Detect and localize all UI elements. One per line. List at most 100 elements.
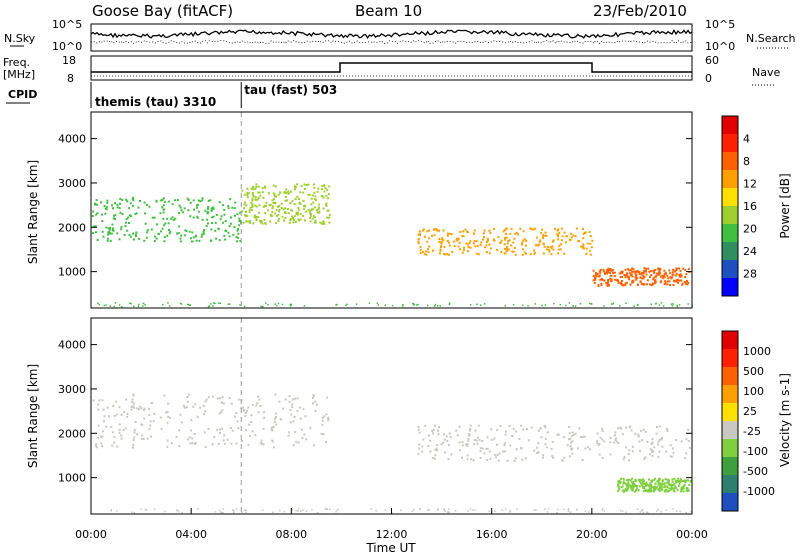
scatter-point <box>646 441 649 443</box>
scatter-point <box>473 438 476 441</box>
scatter-point <box>560 243 563 246</box>
scatter-point <box>643 457 646 460</box>
scatter-point <box>543 424 546 427</box>
scatter-point <box>160 427 163 430</box>
scatter-point <box>144 222 147 225</box>
scatter-point <box>624 282 627 285</box>
scatter-point <box>112 207 114 210</box>
power-y-axis-label: Slant Range [km] <box>26 160 40 264</box>
scatter-point <box>298 197 301 200</box>
scatter-point <box>670 455 673 458</box>
scatter-point <box>270 213 272 216</box>
scatter-point <box>599 278 602 281</box>
scatter-point <box>550 447 553 450</box>
scatter-point <box>665 450 668 453</box>
scatter-point <box>166 445 169 448</box>
scatter-point <box>504 248 506 250</box>
scatter-point <box>255 404 258 407</box>
scatter-point <box>143 239 146 242</box>
scatter-point <box>568 432 571 435</box>
scatter-point <box>584 447 587 450</box>
scatter-point <box>426 230 429 233</box>
scatter-point <box>272 446 275 449</box>
scatter-point <box>135 231 138 234</box>
colorbar-segment <box>722 278 738 296</box>
scatter-point <box>118 207 121 210</box>
scatter-point <box>252 222 255 225</box>
scatter-point <box>446 253 449 256</box>
scatter-point <box>130 215 132 218</box>
scatter-point <box>312 215 315 218</box>
scatter-point <box>259 194 262 197</box>
scatter-point <box>676 480 679 483</box>
scatter-point <box>291 200 294 203</box>
scatter-point <box>429 450 432 453</box>
scatter-point <box>676 305 678 308</box>
scatter-point <box>180 209 183 212</box>
scatter-point <box>222 508 225 510</box>
scatter-point <box>607 271 609 274</box>
scatter-point <box>190 240 193 243</box>
scatter-point <box>561 227 564 230</box>
velocity-scatter <box>92 393 692 514</box>
scatter-point <box>299 213 302 215</box>
scatter-point <box>129 202 132 205</box>
colorbar-segment <box>722 242 738 260</box>
scatter-point <box>477 424 480 427</box>
scatter-point <box>116 232 119 235</box>
scatter-point <box>684 276 687 278</box>
scatter-point <box>529 227 532 230</box>
scatter-point <box>675 487 678 489</box>
scatter-point <box>524 238 526 241</box>
scatter-point <box>616 427 619 430</box>
scatter-point <box>655 272 658 275</box>
scatter-point <box>230 426 232 429</box>
scatter-point <box>563 231 566 234</box>
scatter-point <box>305 438 308 441</box>
scatter-point <box>459 248 461 251</box>
scatter-point <box>101 430 104 433</box>
scatter-point <box>655 432 658 435</box>
scatter-point <box>277 193 280 196</box>
scatter-point <box>431 456 434 459</box>
scatter-point <box>627 484 630 487</box>
scatter-point <box>292 221 295 224</box>
scatter-point <box>474 429 477 432</box>
scatter-point <box>609 277 612 280</box>
scatter-point <box>220 511 223 514</box>
scatter-point <box>664 488 667 491</box>
scatter-point <box>475 252 478 255</box>
scatter-point <box>314 400 317 403</box>
scatter-point <box>621 280 623 282</box>
scatter-point <box>104 207 107 210</box>
scatter-point <box>647 484 650 487</box>
scatter-point <box>656 426 658 428</box>
scatter-point <box>143 201 146 204</box>
scatter-point <box>581 459 584 461</box>
scatter-point <box>431 429 434 432</box>
scatter-point <box>321 419 324 422</box>
scatter-point <box>105 425 108 428</box>
scatter-point <box>231 509 234 511</box>
scatter-point <box>304 188 306 190</box>
scatter-point <box>645 482 648 485</box>
scatter-point <box>126 229 129 232</box>
scatter-point <box>628 276 630 279</box>
scatter-point <box>548 248 551 251</box>
scatter-point <box>467 246 470 248</box>
scatter-point <box>440 246 442 248</box>
scatter-point <box>118 423 121 426</box>
scatter-point <box>617 481 620 484</box>
scatter-point <box>599 268 602 271</box>
scatter-point <box>316 190 319 193</box>
scatter-point <box>600 282 603 285</box>
scatter-point <box>113 436 116 439</box>
scatter-point <box>506 459 509 462</box>
colorbar-tick-label: 500 <box>743 365 764 378</box>
scatter-point <box>625 426 628 429</box>
scatter-point <box>622 510 624 512</box>
scatter-point <box>493 453 496 456</box>
scatter-point <box>440 242 443 245</box>
scatter-point <box>601 430 604 433</box>
